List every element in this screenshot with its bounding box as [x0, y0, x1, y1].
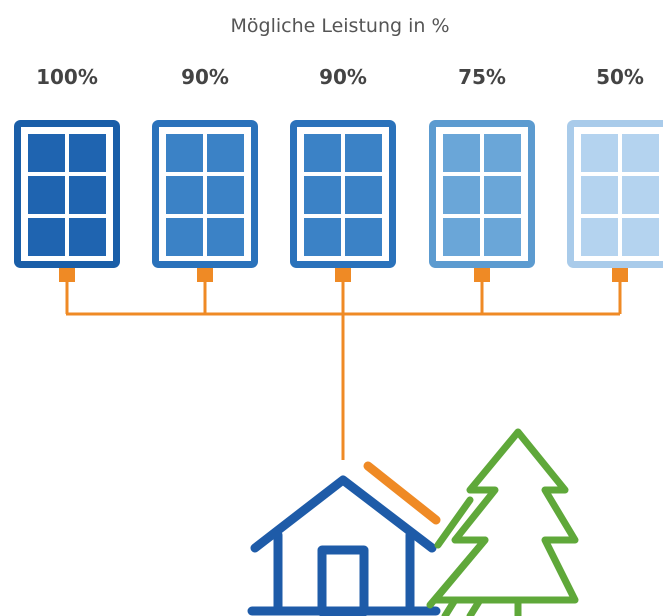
connector — [612, 268, 628, 282]
panel-cell — [28, 134, 65, 172]
panel-cell — [166, 134, 203, 172]
panel-cell — [304, 176, 341, 214]
panel-cell — [443, 134, 480, 172]
panel-cell — [622, 176, 659, 214]
panels: 100% 90% 90% 75% 50% — [18, 65, 663, 282]
panel-cell — [622, 134, 659, 172]
connector — [59, 268, 75, 282]
panel-cell — [345, 176, 382, 214]
panel-cell — [69, 134, 106, 172]
connector — [197, 268, 213, 282]
panel-cell — [69, 218, 106, 256]
panel-cell — [345, 218, 382, 256]
panel-cell — [484, 218, 521, 256]
panel-label: 75% — [458, 65, 506, 89]
panel-label: 90% — [181, 65, 229, 89]
panel-cell — [28, 218, 65, 256]
wiring — [66, 280, 620, 460]
panel-cell — [304, 134, 341, 172]
connector — [474, 268, 490, 282]
panel-cell — [166, 218, 203, 256]
panel-label: 90% — [319, 65, 367, 89]
panel-cell — [484, 176, 521, 214]
trees — [430, 432, 575, 616]
connector — [335, 268, 351, 282]
panel-cell — [207, 218, 244, 256]
panel-cell — [345, 134, 382, 172]
panel-label: 100% — [36, 65, 98, 89]
panel-cell — [207, 134, 244, 172]
panel-cell — [484, 134, 521, 172]
panel-cell — [28, 176, 65, 214]
panel-cell — [443, 176, 480, 214]
panel-cell — [581, 134, 618, 172]
panel-cell — [622, 218, 659, 256]
panel-cell — [581, 176, 618, 214]
panel-cell — [581, 218, 618, 256]
panel-cell — [166, 176, 203, 214]
diagram: Mögliche Leistung in % 100% 90% 90% 75% 50% — [0, 0, 663, 616]
panel-cell — [304, 218, 341, 256]
panel-cell — [443, 218, 480, 256]
panel-cell — [207, 176, 244, 214]
panel-cell — [69, 176, 106, 214]
panel-label: 50% — [596, 65, 644, 89]
title: Mögliche Leistung in % — [230, 15, 449, 37]
